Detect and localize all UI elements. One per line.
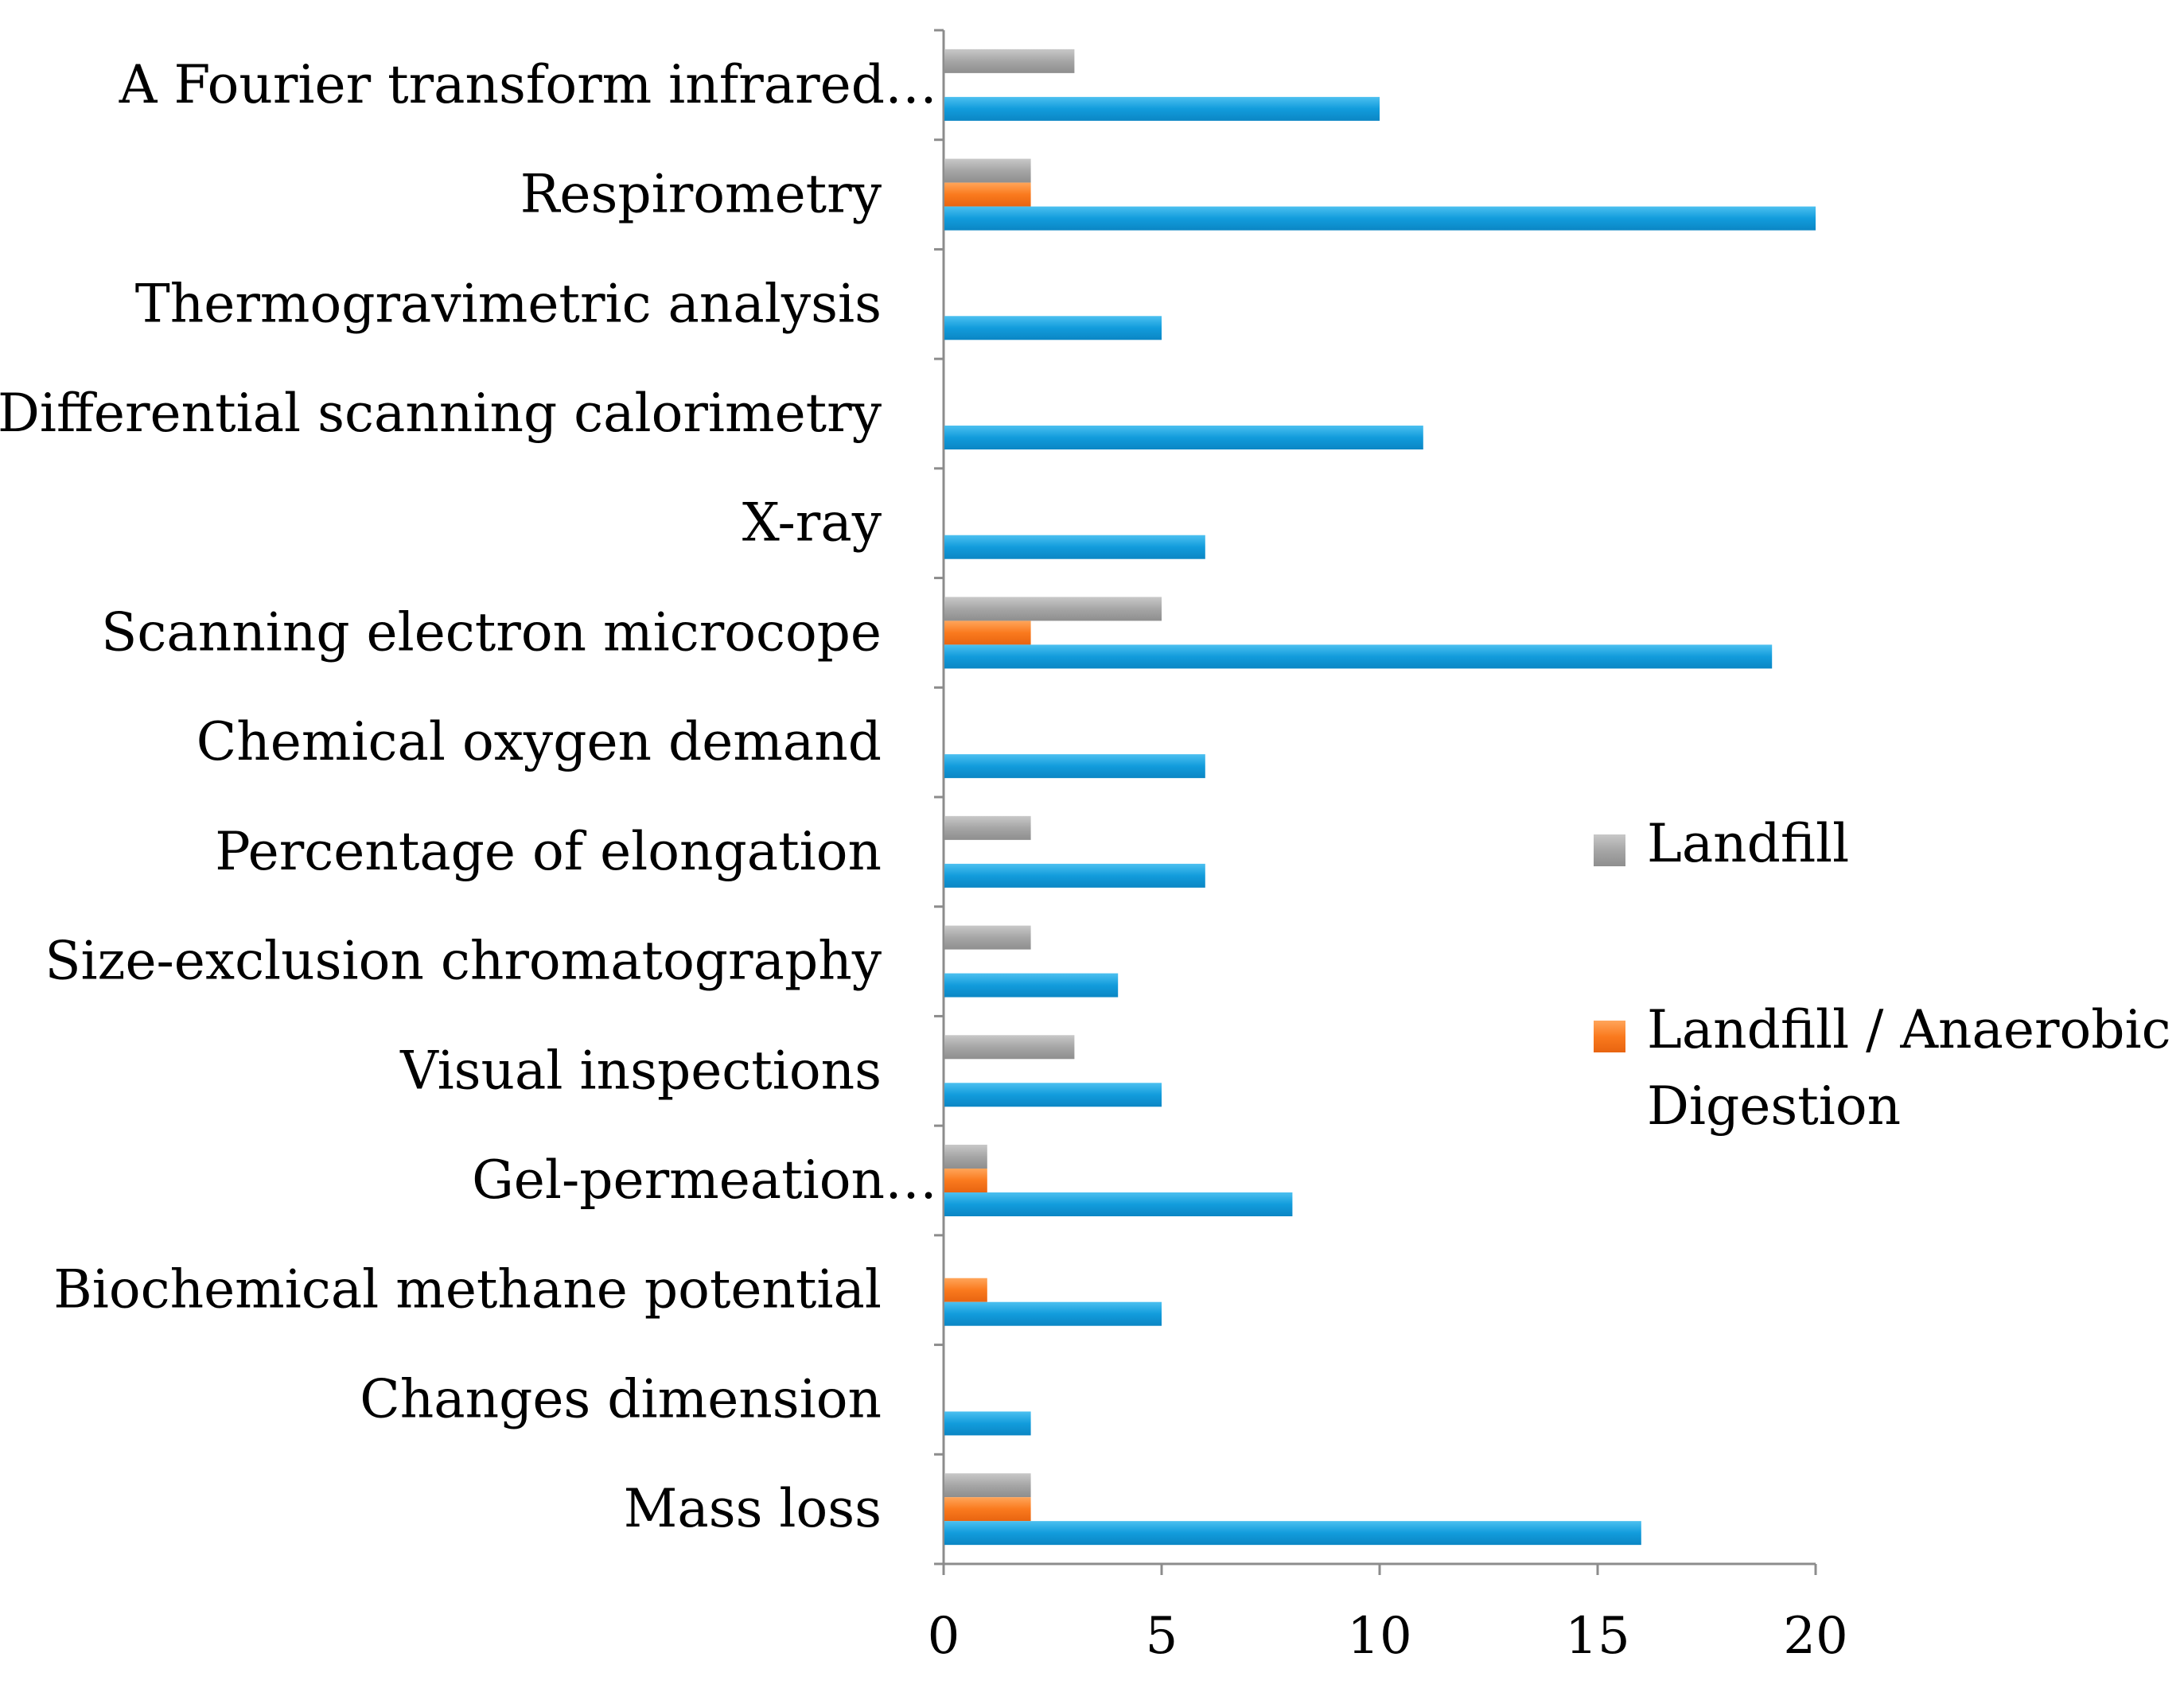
legend-swatch-landfill-anaerobic-digestion [1594,1021,1625,1052]
category-label: A Fourier transform infrared… [119,54,937,115]
bar-chemical-oxygen-demand-series-2 [944,754,1205,779]
axes [934,29,1817,1575]
category-label: Gel-permeation… [472,1149,937,1211]
bar-scanning-electron-microcope-series-1 [944,620,1031,645]
x-tick-label: 0 [928,1607,960,1666]
category-labels: A Fourier transform infrared… Respirometr… [0,54,937,1539]
x-tick-label: 10 [1347,1607,1411,1666]
bar-percentage-of-elongation-series-0 [944,815,1031,840]
category-label: Respirometry [520,164,882,225]
category-label: Mass loss [624,1478,882,1539]
bar-scanning-electron-microcope-series-2 [944,644,1773,669]
bar-gel-permeation-series-2 [944,1192,1293,1216]
legend: Landfill Landfill / Anaerobic Digestion [1594,813,2171,1137]
legend-label-landfill: Landfill [1647,813,1849,874]
bar-visual-inspections-series-0 [944,1035,1075,1060]
bar-biochemical-methane-potential-series-1 [944,1278,987,1302]
category-label: Thermogravimetric analysis [135,273,882,334]
category-label: Scanning electron microcope [101,601,882,663]
legend-label-landfill-anaerobic-digestion: Landfill / Anaerobic Digestion [1647,999,2171,1137]
bar-differential-scanning-calorimetry-series-2 [944,426,1423,449]
bar-respirometry-series-0 [944,158,1031,183]
bar-a-fourier-transform-infrared-series-0 [944,49,1075,73]
x-tick-labels: 0 5 10 15 20 [928,1607,1848,1666]
bar-visual-inspections-series-2 [944,1083,1162,1107]
category-label: Biochemical methane potential [53,1259,882,1320]
x-tick-label: 20 [1783,1607,1847,1666]
bar-respirometry-series-2 [944,206,1816,231]
category-label: Chemical oxygen demand [197,711,882,772]
bar-a-fourier-transform-infrared-series-2 [944,96,1380,121]
bar-thermogravimetric-analysis-series-2 [944,316,1162,340]
category-label: Percentage of elongation [215,821,882,882]
bar-scanning-electron-microcope-series-0 [944,597,1162,621]
x-tick-label: 5 [1146,1607,1178,1666]
bar-x-ray-series-2 [944,535,1205,559]
bars [944,49,1816,1546]
legend-swatch-landfill [1594,834,1625,866]
bar-size-exclusion-chromatography-series-0 [944,925,1031,950]
bar-respirometry-series-1 [944,182,1031,207]
category-label: X-ray [742,492,882,554]
category-label: Size-exclusion chromatography [45,931,882,992]
x-tick-label: 15 [1565,1607,1629,1666]
category-label: Visual inspections [399,1040,882,1101]
category-label: Changes dimension [360,1368,882,1429]
bar-mass-loss-series-1 [944,1497,1031,1522]
bar-size-exclusion-chromatography-series-2 [944,973,1119,998]
category-label: Differential scanning calorimetry [0,383,882,444]
bar-changes-dimension-series-2 [944,1411,1031,1436]
bar-gel-permeation-series-0 [944,1145,987,1169]
bar-percentage-of-elongation-series-2 [944,863,1205,888]
bar-mass-loss-series-2 [944,1521,1641,1546]
bar-gel-permeation-series-1 [944,1169,987,1192]
bar-mass-loss-series-0 [944,1473,1031,1498]
bar-biochemical-methane-potential-series-2 [944,1301,1162,1326]
